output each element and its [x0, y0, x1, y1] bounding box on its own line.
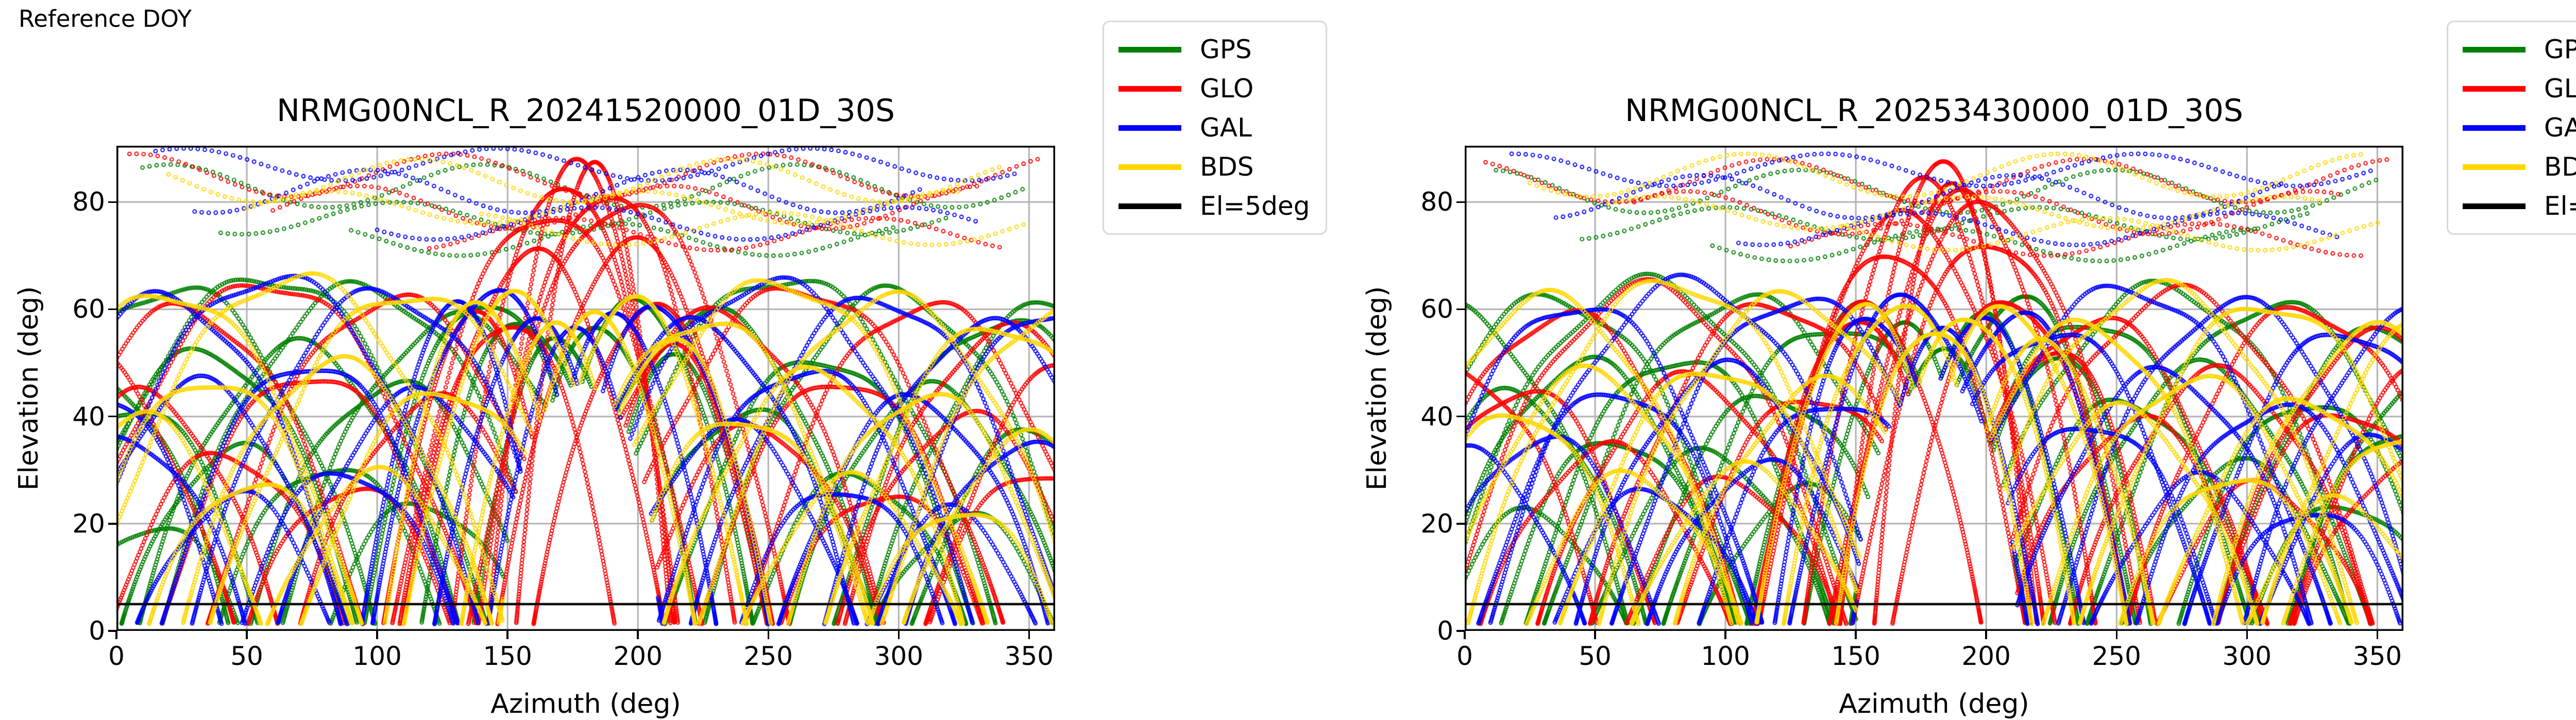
legend-item-glo: GLO — [1104, 74, 1326, 104]
legend-label: GPS — [1200, 35, 1252, 64]
x-tick-mark — [376, 631, 378, 639]
legend-label: GLO — [1200, 74, 1254, 104]
legend-right: GPS GLO GAL BDS El=5deg — [2447, 21, 2576, 235]
x-tick-label: 0 — [1456, 641, 1473, 671]
x-tick-label: 50 — [230, 641, 263, 671]
legend-line-sample — [2463, 164, 2526, 170]
x-tick-mark — [2246, 631, 2248, 639]
y-tick-label: 60 — [72, 294, 105, 324]
x-tick-label: 350 — [2352, 641, 2402, 671]
x-tick-mark — [1594, 631, 1596, 639]
legend-item-el-5deg: El=5deg — [2448, 191, 2576, 221]
legend-item-bds: BDS — [1104, 152, 1326, 182]
x-tick-mark — [1464, 631, 1466, 639]
x-tick-mark — [1028, 631, 1030, 639]
x-tick-label: 100 — [1701, 641, 1750, 671]
legend-label: GAL — [1200, 113, 1252, 143]
legend-line-sample — [2463, 125, 2526, 131]
figure-label: Reference DOY — [19, 5, 192, 32]
x-tick-mark — [1724, 631, 1726, 639]
x-tick-mark — [246, 631, 248, 639]
plot-canvas — [116, 146, 1055, 631]
x-tick-mark — [115, 631, 117, 639]
sky-plot-left: NRMG00NCL_R_20241520000_01D_30S Azimuth … — [13, 93, 1055, 719]
y-tick-label: 60 — [1420, 294, 1453, 324]
plot-title: NRMG00NCL_R_20241520000_01D_30S — [277, 93, 895, 129]
x-tick-label: 150 — [1831, 641, 1880, 671]
x-tick-label: 100 — [352, 641, 402, 671]
legend-label: GPS — [2544, 35, 2576, 64]
x-tick-label: 0 — [108, 641, 125, 671]
legend-line-sample — [2463, 203, 2526, 209]
legend-line-sample — [1118, 85, 1181, 92]
x-tick-label: 200 — [613, 641, 663, 671]
legend-item-gal: GAL — [2448, 113, 2576, 143]
legend-label: GLO — [2544, 74, 2576, 104]
y-tick-label: 0 — [89, 616, 105, 646]
y-tick-mark — [108, 308, 116, 311]
x-tick-mark — [2115, 631, 2118, 639]
x-tick-mark — [767, 631, 770, 639]
legend-item-bds: BDS — [2448, 152, 2576, 182]
legend-item-el-5deg: El=5deg — [1104, 191, 1326, 221]
x-tick-label: 50 — [1579, 641, 1612, 671]
x-axis-label: Azimuth (deg) — [490, 689, 681, 719]
x-tick-label: 250 — [743, 641, 793, 671]
legend-line-sample — [1118, 164, 1181, 170]
x-tick-label: 300 — [874, 641, 924, 671]
legend-line-sample — [1118, 203, 1181, 209]
y-tick-mark — [108, 523, 116, 525]
legend-item-gps: GPS — [1104, 35, 1326, 64]
legend-label: BDS — [2544, 152, 2576, 182]
y-tick-mark — [108, 630, 116, 632]
y-tick-mark — [108, 415, 116, 418]
legend-line-sample — [2463, 46, 2526, 53]
x-tick-mark — [897, 631, 900, 639]
x-tick-mark — [637, 631, 639, 639]
plot-title: NRMG00NCL_R_20253430000_01D_30S — [1625, 93, 2243, 129]
x-tick-mark — [2376, 631, 2379, 639]
sky-plot-right: NRMG00NCL_R_20253430000_01D_30S Azimuth … — [1362, 93, 2403, 719]
legend-item-gal: GAL — [1104, 113, 1326, 143]
y-tick-label: 40 — [72, 401, 105, 432]
legend-line-sample — [1118, 125, 1181, 131]
x-tick-mark — [1855, 631, 1857, 639]
legend-left: GPS GLO GAL BDS El=5deg — [1103, 21, 1327, 235]
y-tick-mark — [1456, 308, 1465, 311]
plot-canvas — [1465, 146, 2403, 631]
legend-label: GAL — [2544, 113, 2576, 143]
y-tick-mark — [1456, 415, 1465, 418]
legend-label: BDS — [1200, 152, 1254, 182]
y-tick-label: 40 — [1420, 401, 1453, 432]
x-tick-label: 150 — [483, 641, 532, 671]
y-tick-mark — [108, 201, 116, 203]
y-tick-mark — [1456, 523, 1465, 525]
y-tick-mark — [1456, 630, 1465, 632]
legend-line-sample — [2463, 85, 2526, 92]
legend-label: El=5deg — [1200, 191, 1310, 221]
x-tick-label: 350 — [1004, 641, 1054, 671]
x-tick-mark — [506, 631, 509, 639]
x-tick-label: 300 — [2222, 641, 2272, 671]
x-tick-label: 200 — [1961, 641, 2011, 671]
legend-item-glo: GLO — [2448, 74, 2576, 104]
y-tick-label: 80 — [1420, 187, 1453, 217]
legend-item-gps: GPS — [2448, 35, 2576, 64]
x-tick-mark — [1985, 631, 1987, 639]
legend-label: El=5deg — [2544, 191, 2576, 221]
x-axis-label: Azimuth (deg) — [1839, 689, 2029, 719]
y-tick-label: 20 — [72, 508, 105, 539]
legend-line-sample — [1118, 46, 1181, 53]
x-tick-label: 250 — [2092, 641, 2141, 671]
y-tick-label: 80 — [72, 187, 105, 217]
y-tick-label: 20 — [1420, 508, 1453, 539]
y-tick-label: 0 — [1437, 616, 1453, 646]
y-tick-mark — [1456, 201, 1465, 203]
